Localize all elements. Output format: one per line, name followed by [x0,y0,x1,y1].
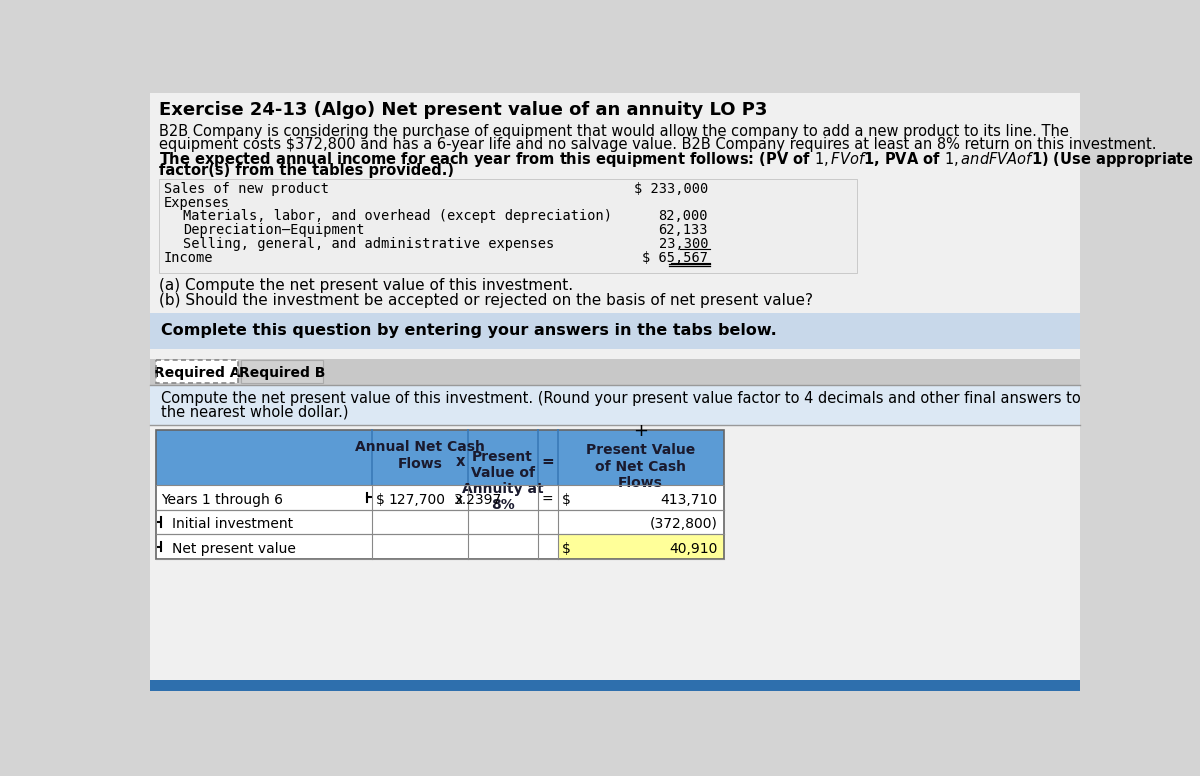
Text: $: $ [562,493,570,507]
Bar [156,535,724,559]
Bar [150,359,1080,385]
Text: (b) Should the investment be accepted or rejected on the basis of net present va: (b) Should the investment be accepted or… [160,293,814,308]
Bar [150,680,1080,691]
Text: the nearest whole dollar.): the nearest whole dollar.) [161,405,348,420]
Text: factor(s) from the tables provided.): factor(s) from the tables provided.) [160,163,455,178]
Text: 3.2397: 3.2397 [455,493,503,507]
Text: 23,300: 23,300 [659,237,708,251]
Text: $: $ [376,493,384,507]
Text: $ 233,000: $ 233,000 [634,182,708,196]
Bar [156,360,238,383]
Text: (372,800): (372,800) [649,518,718,532]
Text: x: x [455,493,462,507]
Text: Sales of new product: Sales of new product [164,182,329,196]
Bar [156,430,724,559]
Text: B2B Company is considering the purchase of equipment that would allow the compan: B2B Company is considering the purchase … [160,124,1069,139]
Text: 413,710: 413,710 [660,493,718,507]
Bar [156,510,724,535]
Text: (a) Compute the net present value of this investment.: (a) Compute the net present value of thi… [160,278,574,293]
Bar [558,510,724,535]
Bar [150,385,1080,425]
Text: $ 65,567: $ 65,567 [642,251,708,265]
Bar [160,178,857,272]
Text: equipment costs $372,800 and has a 6-year life and no salvage value. B2B Company: equipment costs $372,800 and has a 6-yea… [160,137,1157,152]
Text: Required A: Required A [154,365,240,379]
Text: Years 1 through 6: Years 1 through 6 [161,493,283,507]
Text: Exercise 24-13 (Algo) Net present value of an annuity LO P3: Exercise 24-13 (Algo) Net present value … [160,101,768,119]
Text: Expenses: Expenses [164,196,230,210]
Text: Annual Net Cash
Flows: Annual Net Cash Flows [355,441,485,470]
Bar [150,314,1080,348]
Text: Materials, labor, and overhead (except depreciation): Materials, labor, and overhead (except d… [184,210,612,223]
Bar [156,485,724,510]
Text: 40,910: 40,910 [668,542,718,556]
Text: =: = [541,493,553,507]
Text: Selling, general, and administrative expenses: Selling, general, and administrative exp… [184,237,554,251]
Bar [558,485,724,510]
Text: Initial investment: Initial investment [172,518,293,532]
Text: Present Value
of Net Cash
Flows: Present Value of Net Cash Flows [586,443,695,490]
Text: Required B: Required B [239,365,325,379]
Text: +: + [634,422,648,440]
Text: Compute the net present value of this investment. (Round your present value fact: Compute the net present value of this in… [161,391,1080,406]
Text: Net present value: Net present value [172,542,295,556]
Text: Income: Income [164,251,214,265]
Text: 127,700: 127,700 [389,493,445,507]
Text: Complete this question by entering your answers in the tabs below.: Complete this question by entering your … [161,324,776,338]
Text: The expected annual income for each year from this equipment follows: (PV of $1,: The expected annual income for each year… [160,150,1194,169]
Bar [156,360,238,383]
Text: 82,000: 82,000 [659,210,708,223]
Bar [156,430,724,485]
Bar [241,360,323,383]
Text: 62,133: 62,133 [659,223,708,237]
Text: Depreciation–Equipment: Depreciation–Equipment [184,223,365,237]
Bar [558,535,724,559]
Text: $: $ [562,542,570,556]
Text: Present
Value of
Annuity at
8%: Present Value of Annuity at 8% [462,449,544,512]
Text: =: = [541,454,554,469]
Text: x: x [455,454,464,469]
